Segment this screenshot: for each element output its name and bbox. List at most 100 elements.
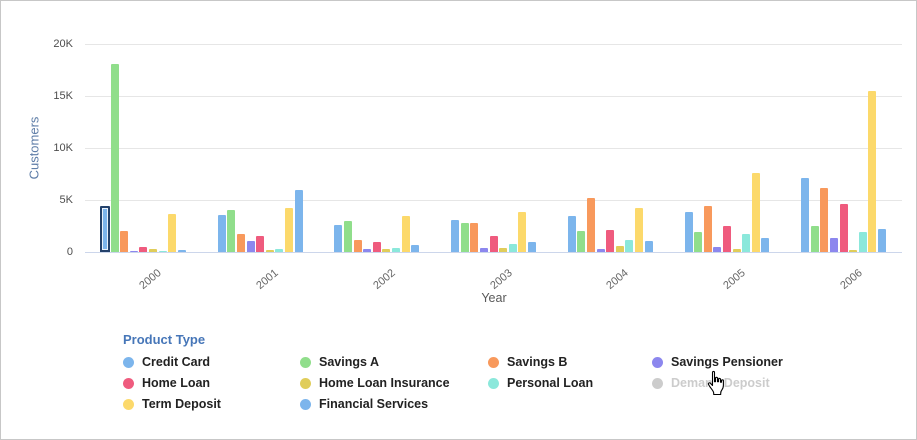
bar-savings-pensioner-2004[interactable] <box>596 249 605 252</box>
bar-credit-card-2000[interactable] <box>100 206 110 252</box>
bar-savings-a-2004[interactable] <box>577 231 586 252</box>
bar-personal-loan-2001[interactable] <box>275 249 284 252</box>
bar-home-loan-insurance-2001[interactable] <box>265 250 274 252</box>
bar-savings-b-2003[interactable] <box>470 223 479 252</box>
bar-financial-services-2006[interactable] <box>878 229 886 252</box>
bar-savings-b-2005[interactable] <box>703 206 712 252</box>
demand-deposit-swatch-icon <box>652 378 663 389</box>
bar-home-loan-insurance-2004[interactable] <box>615 246 624 252</box>
bar-credit-card-2004[interactable] <box>567 216 576 252</box>
legend-item-savings-pensioner[interactable]: Savings Pensioner <box>652 356 783 369</box>
legend-item-home-loan[interactable]: Home Loan <box>123 377 300 390</box>
bar-home-loan-insurance-2002[interactable] <box>382 249 391 252</box>
bar-term-deposit-2003[interactable] <box>518 212 527 252</box>
bar-savings-pensioner-2003[interactable] <box>479 248 488 252</box>
bar-financial-services-2002[interactable] <box>411 245 420 252</box>
legend-title: Product Type <box>123 332 206 347</box>
x-tick-label-2002: 2002 <box>371 267 398 292</box>
x-tick-label-2005: 2005 <box>721 267 748 292</box>
bar-savings-b-2004[interactable] <box>587 198 595 252</box>
bar-savings-a-2000[interactable] <box>110 64 119 252</box>
bar-home-loan-2004[interactable] <box>606 230 615 252</box>
bar-personal-loan-2000[interactable] <box>158 251 167 252</box>
bar-savings-b-2006[interactable] <box>820 188 829 252</box>
bar-credit-card-2001[interactable] <box>217 215 226 252</box>
legend-item-label: Personal Loan <box>507 376 594 390</box>
x-tick-label-2001: 2001 <box>254 267 281 292</box>
x-tick-label-2006: 2006 <box>838 267 865 292</box>
bar-savings-pensioner-2002[interactable] <box>363 249 372 252</box>
legend-item-financial-services[interactable]: Financial Services <box>300 398 488 411</box>
bar-credit-card-2006[interactable] <box>801 178 810 252</box>
legend-item-label: Savings B <box>507 355 568 369</box>
bar-credit-card-2002[interactable] <box>334 225 343 252</box>
legend-item-home-loan-insurance[interactable]: Home Loan Insurance <box>300 377 488 390</box>
bar-savings-b-2001[interactable] <box>236 234 245 252</box>
bar-home-loan-2000[interactable] <box>139 247 148 252</box>
gridline <box>85 200 902 201</box>
legend-item-label: Home Loan Insurance <box>319 376 450 390</box>
bar-savings-a-2003[interactable] <box>460 223 469 252</box>
bar-savings-pensioner-2005[interactable] <box>713 247 722 252</box>
legend: Product Type Credit Card Savings A Savings… <box>123 332 783 411</box>
bar-financial-services-2005[interactable] <box>761 238 770 252</box>
bar-credit-card-2005[interactable] <box>684 212 693 252</box>
bar-savings-pensioner-2000[interactable] <box>129 251 138 252</box>
bar-savings-a-2002[interactable] <box>344 221 352 252</box>
bar-home-loan-2003[interactable] <box>489 236 498 252</box>
savings-pensioner-swatch-icon <box>652 357 663 368</box>
bar-savings-a-2006[interactable] <box>810 226 819 252</box>
bar-savings-a-2005[interactable] <box>694 232 703 252</box>
credit-card-swatch-icon <box>123 357 134 368</box>
bar-personal-loan-2002[interactable] <box>392 248 400 252</box>
bar-financial-services-2003[interactable] <box>527 242 536 252</box>
legend-item-credit-card[interactable]: Credit Card <box>123 356 300 369</box>
bar-credit-card-2003[interactable] <box>451 220 460 252</box>
bar-home-loan-2006[interactable] <box>839 204 848 252</box>
bar-savings-b-2000[interactable] <box>120 231 129 252</box>
legend-item-label: Financial Services <box>319 397 429 411</box>
bar-financial-services-2004[interactable] <box>644 241 653 252</box>
bar-personal-loan-2004[interactable] <box>625 240 634 252</box>
bar-term-deposit-2001[interactable] <box>284 208 293 252</box>
bar-personal-loan-2006[interactable] <box>858 232 867 252</box>
gridline <box>85 96 902 97</box>
bar-home-loan-2002[interactable] <box>372 242 381 252</box>
y-tick-label: 15K <box>53 90 73 102</box>
bar-home-loan-insurance-2000[interactable] <box>149 249 157 252</box>
bar-home-loan-insurance-2003[interactable] <box>499 248 508 252</box>
bar-term-deposit-2002[interactable] <box>401 216 410 252</box>
bar-savings-pensioner-2001[interactable] <box>246 241 255 252</box>
bar-home-loan-insurance-2006[interactable] <box>849 250 858 252</box>
financial-services-swatch-icon <box>300 399 311 410</box>
bar-home-loan-insurance-2005[interactable] <box>732 249 741 252</box>
personal-loan-swatch-icon <box>488 378 499 389</box>
x-axis-title: Year <box>481 291 507 305</box>
legend-item-personal-loan[interactable]: Personal Loan <box>488 377 652 390</box>
y-tick-label: 5K <box>59 194 73 206</box>
bar-term-deposit-2004[interactable] <box>635 208 643 252</box>
bar-personal-loan-2005[interactable] <box>742 234 751 252</box>
bar-term-deposit-2005[interactable] <box>751 173 760 252</box>
bar-savings-a-2001[interactable] <box>227 210 236 252</box>
bar-savings-b-2002[interactable] <box>353 240 362 252</box>
bar-term-deposit-2000[interactable] <box>168 214 177 252</box>
legend-item-demand-deposit[interactable]: Demand Deposit <box>652 377 783 390</box>
savings-b-swatch-icon <box>488 357 499 368</box>
legend-item-term-deposit[interactable]: Term Deposit <box>123 398 300 411</box>
legend-item-label: Term Deposit <box>142 397 221 411</box>
bar-savings-pensioner-2006[interactable] <box>830 238 838 252</box>
legend-item-savings-a[interactable]: Savings A <box>300 356 488 369</box>
bar-term-deposit-2006[interactable] <box>868 91 877 252</box>
bar-financial-services-2000[interactable] <box>177 250 186 252</box>
bar-home-loan-2005[interactable] <box>722 226 731 252</box>
term-deposit-swatch-icon <box>123 399 134 410</box>
bar-personal-loan-2003[interactable] <box>508 244 517 252</box>
legend-item-savings-b[interactable]: Savings B <box>488 356 652 369</box>
y-tick-label: 0 <box>66 246 73 258</box>
bar-financial-services-2001[interactable] <box>294 190 303 252</box>
bar-home-loan-2001[interactable] <box>256 236 265 252</box>
x-tick-label-2004: 2004 <box>604 267 631 292</box>
